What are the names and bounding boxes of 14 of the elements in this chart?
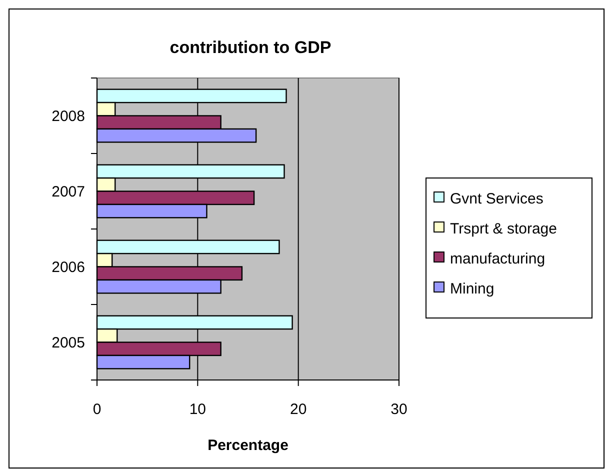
legend-label: Mining xyxy=(450,280,494,298)
y-tick-label: 2005 xyxy=(52,334,85,352)
y-tick-label: 2008 xyxy=(52,108,85,125)
legend-label: manufacturing xyxy=(450,250,546,268)
y-tick-label: 2007 xyxy=(52,184,85,200)
x-tick-label: 20 xyxy=(290,401,307,418)
chart-title: contribution to GDP xyxy=(170,38,332,57)
x-tick-label: 30 xyxy=(390,401,408,418)
legend-label: Gvnt Services xyxy=(450,190,544,208)
y-tick-label: 2006 xyxy=(52,259,85,276)
legend-label: Trsprt & storage xyxy=(450,220,557,238)
x-tick-label: 0 xyxy=(92,401,102,418)
x-axis-title: Percentage xyxy=(208,437,288,454)
x-tick-label: 10 xyxy=(189,401,206,418)
